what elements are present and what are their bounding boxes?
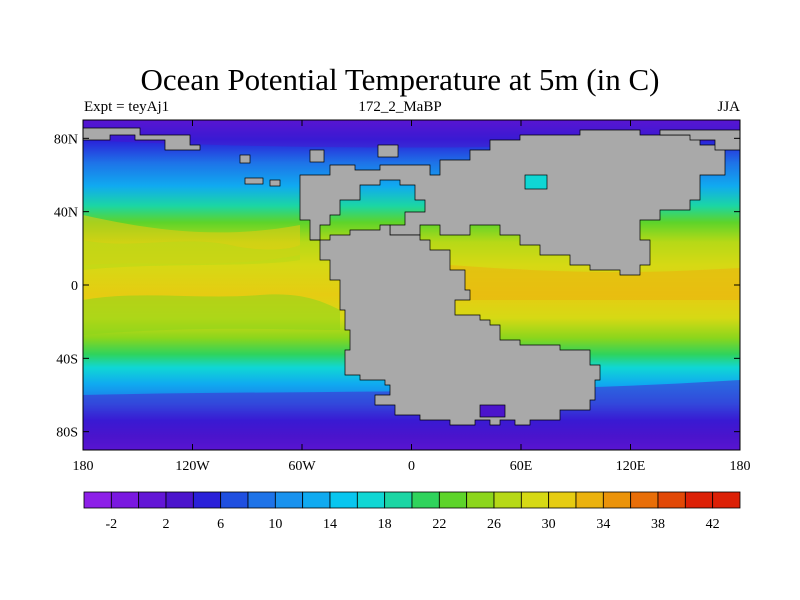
x-tick-label: 180	[73, 459, 94, 474]
cool-band	[83, 294, 340, 335]
colorbar-label: 42	[706, 517, 720, 532]
colorbar-box	[411, 491, 440, 509]
colorbar-box	[83, 491, 112, 509]
colorbar-label: 30	[542, 517, 556, 532]
y-tick-label: 80S	[56, 426, 78, 441]
colorbar-box	[165, 491, 194, 509]
mid-band	[83, 240, 300, 270]
colorbar-label: 10	[268, 517, 282, 532]
y-tick-label: 80N	[54, 132, 78, 147]
colorbar-box	[712, 491, 741, 509]
colorbar-label: 22	[432, 517, 446, 532]
land-island	[244, 177, 264, 185]
x-tick-label: 120E	[616, 459, 646, 474]
colorbar-box	[684, 491, 714, 509]
colorbar-box	[657, 491, 686, 509]
colorbar-box	[192, 491, 222, 509]
y-axis: 80N 40N 0 40S 80S	[54, 132, 740, 441]
colorbar-box	[630, 491, 659, 509]
inland-sea	[524, 174, 548, 190]
plot-title: Ocean Potential Temperature at 5m (in C)	[140, 62, 660, 97]
colorbar-label: 14	[323, 517, 337, 532]
colorbar-box	[384, 491, 413, 509]
x-axis: 180 120W 60W 0 60E 120E 180	[73, 120, 751, 474]
colorbar-box	[466, 491, 495, 509]
map-field	[83, 120, 740, 450]
y-tick-label: 40S	[56, 352, 78, 367]
land-island	[309, 149, 325, 163]
colorbar-box	[520, 491, 550, 509]
experiment-label: Expt = teyAj1	[84, 99, 170, 115]
colorbar-box	[329, 491, 358, 509]
tethys-warm-band	[450, 265, 740, 300]
land-gondwana	[310, 224, 601, 426]
land-arctic-east	[659, 129, 740, 151]
colorbar-box	[602, 491, 632, 509]
colorbar-label: -2	[105, 517, 117, 532]
land-island	[269, 179, 281, 187]
x-tick-label: 180	[730, 459, 751, 474]
land-arctic	[83, 127, 201, 151]
colorbar-box	[220, 491, 249, 509]
colorbar-box	[575, 491, 604, 509]
colorbar-label: 38	[651, 517, 665, 532]
colorbar-label: 26	[487, 517, 501, 532]
y-tick-label: 0	[71, 279, 78, 294]
colorbar: -2 2 6 10 14 18 22 26 30 34 38 42	[83, 491, 741, 532]
y-tick-label: 40N	[54, 206, 78, 221]
inland-sea	[479, 404, 506, 418]
colorbar-box	[138, 491, 167, 509]
x-tick-label: 0	[408, 459, 415, 474]
colorbar-box	[247, 491, 276, 509]
colorbar-box	[302, 491, 331, 509]
x-tick-label: 60W	[288, 459, 316, 474]
colorbar-box	[493, 491, 522, 509]
colorbar-label: 18	[378, 517, 392, 532]
x-tick-label: 120W	[175, 459, 210, 474]
colorbar-label: 6	[217, 517, 224, 532]
colorbar-box	[110, 491, 140, 509]
land-island	[239, 154, 251, 164]
time-label: 172_2_MaBP	[358, 99, 442, 115]
colorbar-label: 2	[163, 517, 170, 532]
colorbar-box	[438, 491, 468, 509]
land-pangea	[299, 129, 726, 276]
season-label: JJA	[717, 99, 740, 115]
colorbar-box	[356, 491, 386, 509]
x-tick-label: 60E	[510, 459, 533, 474]
colorbar-label: 34	[596, 517, 610, 532]
colorbar-box	[548, 491, 577, 509]
colorbar-box	[274, 491, 304, 509]
land-island	[377, 144, 399, 158]
